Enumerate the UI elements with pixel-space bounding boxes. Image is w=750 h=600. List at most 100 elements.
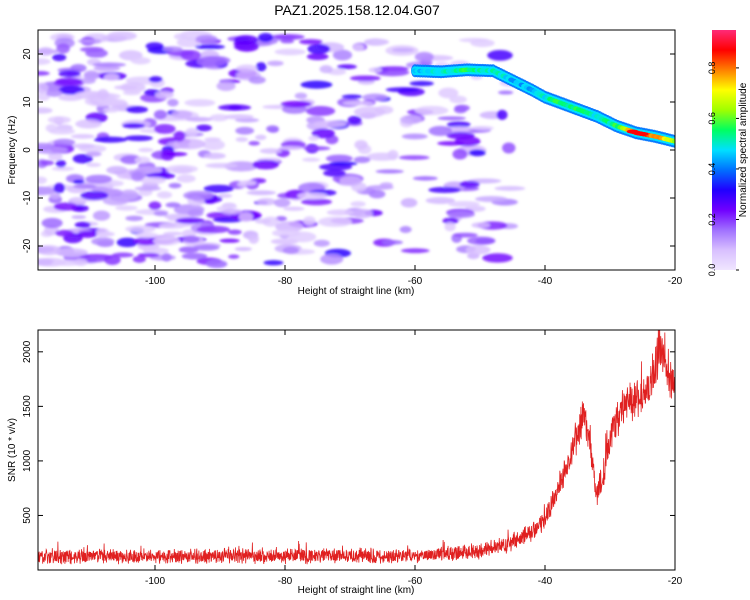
spectrogram-cell — [352, 208, 373, 219]
spectrogram-cell — [254, 218, 271, 224]
spectrogram-cell — [349, 75, 381, 82]
x-tick-label: -100 — [145, 576, 165, 587]
spectrogram-cell — [132, 255, 146, 263]
snr-x-axis-label: Height of straight line (km) — [298, 585, 415, 596]
spectrogram-cell — [282, 246, 300, 255]
spectrogram-cell — [375, 68, 410, 77]
spectrogram-cell — [41, 217, 63, 229]
spectrogram-cell — [163, 231, 184, 236]
spectrogram-cell — [453, 105, 468, 114]
spectrogram-cell — [341, 94, 363, 99]
spectrogram-cell — [195, 124, 212, 132]
spectrogram-cell — [38, 58, 51, 65]
spectrogram-cell — [130, 57, 151, 65]
colorbar-label: Normalized spectral amplitude — [738, 82, 749, 217]
spectrogram-cell — [375, 169, 404, 174]
spectrogram-cell — [58, 70, 81, 78]
spectrogram-cell — [222, 208, 243, 215]
spectrogram-cell — [103, 107, 119, 113]
spectrogram-cell — [116, 237, 138, 248]
spectrogram-cell — [125, 225, 156, 233]
spectrogram-ridge — [411, 63, 675, 148]
spectrogram-cell — [452, 148, 468, 160]
spectrogram-cell — [162, 46, 183, 52]
spectrogram-cell — [414, 51, 434, 62]
spectrogram-cell — [91, 237, 115, 246]
spectrogram-cell — [103, 73, 120, 81]
spectrogram-cell — [399, 226, 412, 234]
spectrogram-cell — [38, 258, 56, 266]
spectrogram-cell — [498, 90, 514, 95]
spectrogram-cell — [74, 258, 88, 266]
y-tick-label: 10 — [22, 96, 33, 108]
y-tick-label: -20 — [22, 238, 33, 253]
spectrogram-cell — [48, 152, 63, 161]
spectrogram-cell — [124, 135, 153, 142]
colorbar-tick-label: 0.0 — [707, 264, 717, 277]
spectrogram-cell — [115, 205, 138, 211]
spectrogram-cell — [152, 236, 180, 246]
x-tick-label: -100 — [145, 276, 165, 287]
spectrogram-cell — [53, 182, 66, 194]
spectrogram-cell — [465, 245, 491, 255]
spectrogram-cell — [158, 222, 186, 229]
x-tick-label: -40 — [538, 576, 553, 587]
spectrogram-cell — [353, 156, 371, 164]
spectrogram-cell — [194, 44, 226, 50]
spectrogram-cell — [318, 216, 352, 227]
spectrogram-cell — [181, 252, 208, 260]
spectrogram-cell — [236, 64, 258, 73]
spectrogram-cell — [294, 92, 308, 100]
spectrogram-cell — [106, 166, 128, 175]
spectrogram-cell — [187, 209, 204, 217]
spectrogram-cell — [54, 248, 89, 257]
colorbar-ticks: 0.0 0.2 0.4 0.6 0.8 — [707, 62, 739, 277]
spectrogram-cell — [400, 114, 422, 125]
spectrogram-cell — [325, 154, 353, 163]
spectrogram-cell — [192, 244, 220, 251]
spectrogram-x-ticks: -100 -80 -60 -40 -20 — [145, 30, 683, 287]
spectrogram-cell — [414, 105, 449, 116]
spectrogram-cell — [470, 125, 494, 131]
spectrogram-cell — [218, 104, 252, 111]
spectrogram-cell — [55, 77, 83, 86]
spectrogram-cell — [271, 229, 301, 238]
snr-panel: -100 -80 -60 -40 -20 500 1000 1500 2000 Height … — [7, 329, 683, 596]
spectrogram-cell — [153, 123, 176, 134]
spectrogram-cell — [203, 152, 226, 160]
spectrogram-cell — [283, 206, 305, 211]
snr-x-ticks: -100 -80 -60 -40 -20 — [145, 330, 683, 587]
spectrogram-cell — [40, 160, 55, 166]
spectrogram-cell — [51, 166, 75, 171]
spectrogram-cell — [148, 76, 163, 83]
y-tick-label: 500 — [22, 507, 33, 524]
spectrogram-cell — [134, 156, 151, 164]
x-tick-label: -20 — [668, 276, 683, 287]
spectrogram-cell — [183, 190, 214, 201]
spectrogram-cell — [55, 229, 74, 237]
y-tick-label: 1000 — [22, 449, 33, 472]
spectrogram-cell — [72, 154, 93, 164]
spectrogram-cell — [257, 32, 274, 43]
spectrogram-cell — [502, 142, 516, 154]
spectrogram-cell — [474, 195, 508, 203]
spectrogram-cell — [454, 136, 481, 147]
spectrogram-cell — [47, 116, 71, 124]
spectrogram-cell — [259, 148, 282, 154]
spectrogram-cell — [153, 210, 169, 217]
spectrogram-cell — [185, 127, 199, 137]
spectrogram-cell — [122, 123, 145, 129]
spectrogram-cell — [266, 60, 284, 67]
spectrogram-cell — [119, 189, 139, 200]
spectrogram-cell — [496, 109, 508, 121]
spectrogram-cell — [297, 192, 328, 200]
spectrogram-cell — [339, 175, 362, 186]
snr-y-axis-label: SNR (10 * v/v) — [7, 418, 18, 482]
spectrogram-cell — [209, 114, 229, 122]
spectrogram-cell — [470, 39, 495, 48]
spectrogram-cell — [125, 215, 144, 222]
spectrogram-cell — [195, 34, 218, 44]
spectrogram-cell — [125, 106, 148, 114]
spectrogram-y-ticks: -20 -10 0 10 20 — [22, 48, 675, 253]
snr-series-line — [38, 330, 675, 565]
